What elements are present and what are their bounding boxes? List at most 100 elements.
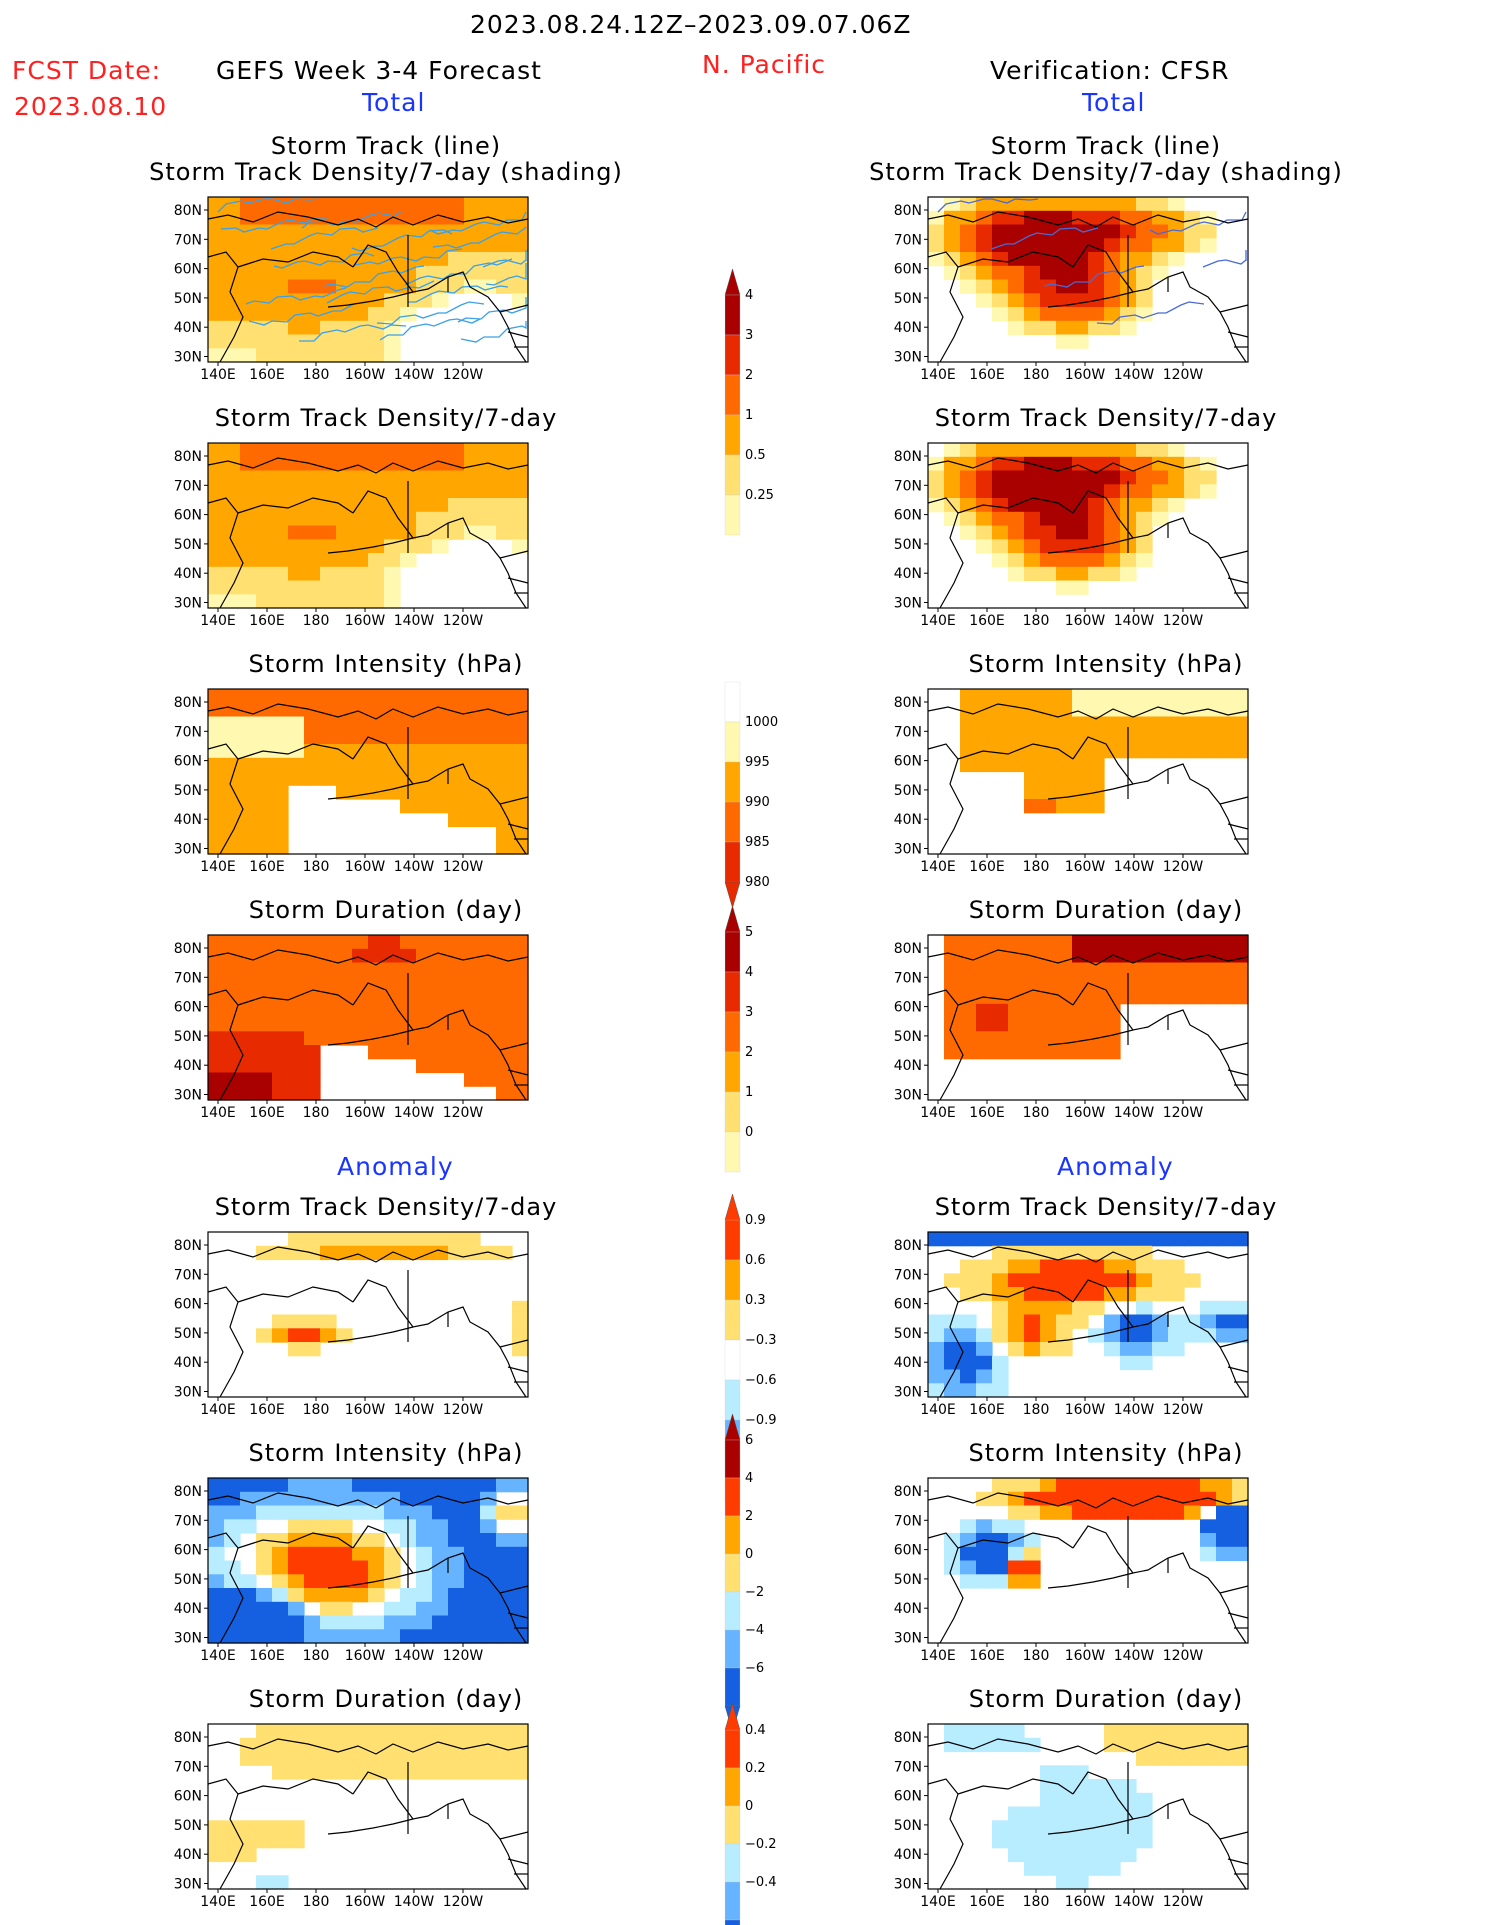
shade-cell (512, 1546, 529, 1562)
shade-cell (1136, 1792, 1153, 1808)
shade-cell (480, 1072, 497, 1087)
y-tick-label: 40N (894, 1847, 922, 1863)
shade-cell (448, 1031, 465, 1046)
shade-cell (512, 744, 529, 759)
shade-cell (336, 1560, 353, 1575)
shade-cell (256, 1615, 273, 1630)
shade-cell (352, 511, 369, 527)
shade-cell (976, 224, 993, 239)
shade-cell (416, 1505, 433, 1520)
shade-cell (992, 1287, 1009, 1302)
shade-cell (224, 935, 241, 950)
shade-cell (304, 539, 321, 554)
shade-cell (1056, 293, 1073, 308)
shade-cell (384, 484, 401, 499)
shade-cell (464, 224, 481, 239)
shade-cell (512, 826, 529, 841)
coastline (207, 1492, 529, 1509)
shade-cell (416, 293, 433, 308)
shade-cell (464, 1232, 481, 1247)
shade-cell (320, 265, 337, 281)
shade-cell (224, 1834, 241, 1849)
shade-cell (976, 511, 993, 527)
x-tick-label: 160E (249, 613, 285, 629)
shade-cell (304, 744, 321, 759)
shade-cell (976, 1369, 993, 1384)
coastline (1072, 736, 1247, 855)
shade-cell (928, 484, 945, 499)
map-panel-fc-duration-anom: 140E 160E 180 160W 140W 120W80N70N60N50N40N30… (174, 1723, 529, 1910)
coastline (327, 1572, 414, 1589)
shade-cell (1120, 1505, 1137, 1520)
shade-cell (256, 757, 273, 773)
coastline (1227, 823, 1249, 830)
shade-cell (1232, 976, 1249, 991)
shade-cell (1216, 976, 1233, 991)
right-anomaly-label: Anomaly (1057, 1152, 1174, 1181)
shade-cell (512, 840, 529, 855)
colorbar-label: 2 (745, 1509, 753, 1524)
shade-cell (432, 1505, 449, 1520)
shade-cell (1024, 689, 1041, 704)
shade-cell (208, 525, 225, 540)
shade-cell (512, 730, 529, 745)
shade-cell (1136, 1342, 1153, 1357)
shade-cell (256, 580, 273, 595)
x-tick-label: 120W (443, 1648, 484, 1664)
shade-cell (352, 1505, 369, 1520)
shade-cell (448, 1765, 465, 1780)
shade-cell (336, 785, 353, 800)
shade-cell (1072, 1875, 1089, 1890)
panel-title-vf-duration: Storm Duration (day) (968, 896, 1244, 924)
shade-cell (288, 1765, 305, 1780)
shade-cell (240, 976, 257, 991)
shade-cell (1056, 470, 1073, 485)
shade-cell (272, 976, 289, 991)
shade-cell (1056, 1875, 1073, 1890)
shade-cell (304, 1314, 321, 1329)
shade-cell (304, 1519, 321, 1534)
panel-title-fc-density: Storm Track Density/7-day (214, 404, 558, 432)
shade-cell (1200, 1491, 1217, 1507)
shade-cell (288, 1560, 305, 1575)
colorbar-label: 980 (745, 875, 770, 890)
shade-cell (432, 935, 449, 950)
shade-cell (1088, 1245, 1105, 1261)
shade-cell (240, 238, 257, 253)
shade-cell (1216, 1505, 1233, 1520)
shade-cell (448, 443, 465, 458)
shade-cell (432, 293, 449, 308)
shade-cell (208, 1017, 225, 1032)
shade-cell (368, 224, 385, 239)
shade-cell (416, 976, 433, 991)
shade-cell (368, 1505, 385, 1520)
shade-cell (1104, 976, 1121, 991)
x-tick-label: 160E (249, 1648, 285, 1664)
shade-cell (272, 1533, 289, 1548)
shade-cell (368, 1232, 385, 1247)
shade-cell (1008, 443, 1025, 458)
shade-cell (992, 1355, 1009, 1371)
x-tick-label: 140W (1114, 613, 1155, 629)
shade-cell (288, 566, 305, 582)
shade-cell (464, 1765, 481, 1780)
shade-cell (208, 293, 225, 308)
y-tick-label: 50N (174, 537, 202, 553)
storm-track-line (379, 318, 481, 341)
shade-cell (1232, 1505, 1249, 1520)
x-tick-label: 140W (394, 859, 435, 875)
shade-cell (304, 252, 321, 267)
shade-cell (352, 293, 369, 308)
shade-cell (976, 238, 993, 253)
x-tick-label: 120W (1163, 859, 1204, 875)
shade-cell (1200, 702, 1217, 718)
coastline (957, 1286, 1074, 1303)
shade-cell (1008, 1478, 1025, 1493)
shade-cell (464, 1072, 481, 1087)
shade-cell (1168, 1273, 1185, 1288)
shade-cell (448, 265, 465, 281)
shade-cell (320, 511, 337, 527)
shade-cell (1040, 470, 1057, 485)
shade-cell (240, 1058, 257, 1074)
shade-cell (976, 1031, 993, 1046)
